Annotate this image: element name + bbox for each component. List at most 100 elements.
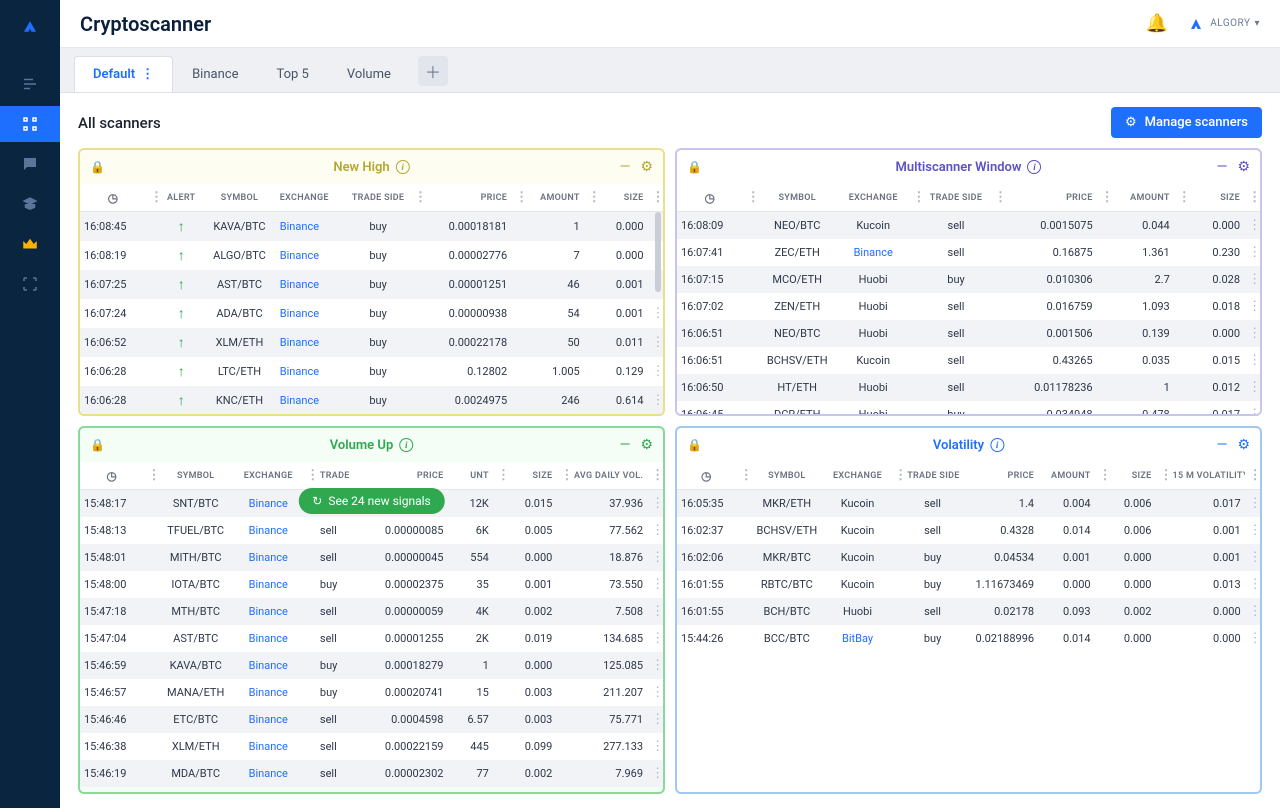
table-row[interactable]: 16:08:19 ↑ ALGO/BTC Binance buy 0.000027… (80, 241, 663, 270)
scrollbar[interactable] (655, 212, 661, 292)
cell-exchange[interactable]: Binance (234, 679, 302, 706)
gear-icon[interactable]: ⚙ (640, 437, 653, 453)
table-row[interactable]: 15:48:00 IOTA/BTC Binance buy 0.00002375… (80, 571, 663, 598)
row-menu-icon[interactable]: ⋮ (647, 517, 663, 544)
cell-exchange[interactable]: Binance (276, 212, 346, 242)
table-row[interactable]: 16:02:37 BCHSV/ETH Kucoin sell 0.4328 0.… (677, 517, 1260, 544)
table-row[interactable]: 16:07:41 ZEC/ETH Binance sell 0.16875 1.… (677, 239, 1260, 266)
row-menu-icon[interactable]: ⋮ (1245, 517, 1260, 544)
table-row[interactable]: 16:06:51 BCHSV/ETH Kucoin sell 0.43265 0… (677, 347, 1260, 374)
table-row[interactable]: 16:06:50 HT/ETH Huobi sell 0.01178236 1 … (677, 374, 1260, 401)
table-row[interactable]: 16:06:28 ↑ LTC/ETH Binance buy 0.12802 1… (80, 357, 663, 386)
nav-item-expand[interactable] (0, 266, 60, 302)
new-signals-button[interactable]: ↻See 24 new signals (298, 488, 444, 514)
row-menu-icon[interactable]: ⋮ (647, 544, 663, 571)
cell-exchange[interactable]: Binance (234, 733, 302, 760)
row-menu-icon[interactable]: ⋮ (1245, 625, 1260, 652)
info-icon[interactable]: i (1027, 160, 1041, 174)
row-menu-icon[interactable]: ⋮ (647, 760, 663, 787)
gear-icon[interactable]: ⚙ (640, 159, 653, 175)
cell-exchange[interactable]: Binance (276, 328, 346, 357)
tab-default[interactable]: Default⋮ (74, 56, 173, 92)
tab-volume[interactable]: Volume (328, 56, 410, 92)
minimize-icon[interactable]: — (1217, 437, 1228, 453)
row-menu-icon[interactable]: ⋮ (1245, 544, 1260, 571)
table-row[interactable]: 15:48:13 TFUEL/BTC Binance sell 0.000000… (80, 517, 663, 544)
row-menu-icon[interactable]: ⋮ (648, 357, 663, 386)
row-menu-icon[interactable]: ⋮ (647, 571, 663, 598)
minimize-icon[interactable]: — (620, 437, 631, 453)
row-menu-icon[interactable]: ⋮ (647, 490, 663, 518)
cell-exchange[interactable]: Binance (276, 270, 346, 299)
table-row[interactable]: 16:07:02 ZEN/ETH Huobi sell 0.016759 1.0… (677, 293, 1260, 320)
cell-exchange[interactable]: Binance (276, 357, 346, 386)
row-menu-icon[interactable]: ⋮ (648, 328, 663, 357)
table-row[interactable]: 15:44:26 BCC/BTC BitBay buy 0.02188996 0… (677, 625, 1260, 652)
gear-icon[interactable]: ⚙ (1237, 437, 1250, 453)
add-tab-button[interactable]: ＋ (418, 56, 448, 86)
row-menu-icon[interactable]: ⋮ (1244, 266, 1260, 293)
nav-item-premium[interactable] (0, 226, 60, 262)
nav-item-academy[interactable] (0, 186, 60, 222)
nav-item-chat[interactable] (0, 146, 60, 182)
cell-exchange[interactable]: Binance (234, 706, 302, 733)
row-menu-icon[interactable]: ⋮ (1244, 374, 1260, 401)
table-row[interactable]: 16:06:28 ↑ KNC/ETH Binance buy 0.0024975… (80, 386, 663, 414)
row-menu-icon[interactable]: ⋮ (1244, 239, 1260, 266)
table-row[interactable]: 16:05:35 MKR/ETH Kucoin sell 1.4 0.004 0… (677, 490, 1260, 518)
table-row[interactable]: 16:01:55 BCH/BTC Huobi sell 0.02178 0.09… (677, 598, 1260, 625)
cell-exchange[interactable]: Binance (234, 760, 302, 787)
table-row[interactable]: 16:06:45 DCR/ETH Huobi buy 0.034948 0.47… (677, 401, 1260, 414)
tab-top5[interactable]: Top 5 (257, 56, 327, 92)
row-menu-icon[interactable]: ⋮ (647, 625, 663, 652)
row-menu-icon[interactable]: ⋮ (1244, 320, 1260, 347)
row-menu-icon[interactable]: ⋮ (1244, 401, 1260, 414)
row-menu-icon[interactable]: ⋮ (648, 299, 663, 328)
table-row[interactable]: 16:02:06 MKR/BTC Kucoin buy 0.04534 0.00… (677, 544, 1260, 571)
minimize-icon[interactable]: — (620, 159, 631, 175)
info-icon[interactable]: i (396, 160, 410, 174)
nav-item-scanner[interactable] (0, 106, 60, 142)
gear-icon[interactable]: ⚙ (1237, 159, 1250, 175)
table-row[interactable]: 15:46:46 ETC/BTC Binance sell 0.0004598 … (80, 706, 663, 733)
row-menu-icon[interactable]: ⋮ (647, 706, 663, 733)
tab-binance[interactable]: Binance (173, 56, 257, 92)
manage-scanners-button[interactable]: ⚙ Manage scanners (1111, 107, 1262, 138)
tab-menu-icon[interactable]: ⋮ (141, 67, 154, 82)
cell-exchange[interactable]: Binance (234, 490, 302, 518)
cell-exchange[interactable]: Binance (234, 571, 302, 598)
table-row[interactable]: 15:46:59 KAVA/BTC Binance buy 0.00018279… (80, 652, 663, 679)
bell-icon[interactable]: 🔔 (1146, 13, 1168, 34)
row-menu-icon[interactable]: ⋮ (647, 598, 663, 625)
cell-exchange[interactable]: Binance (276, 241, 346, 270)
row-menu-icon[interactable]: ⋮ (1245, 598, 1260, 625)
info-icon[interactable]: i (990, 438, 1004, 452)
table-row[interactable]: 16:08:45 ↑ KAVA/BTC Binance buy 0.000181… (80, 212, 663, 242)
table-row[interactable]: 16:08:09 NEO/BTC Kucoin sell 0.0015075 0… (677, 212, 1260, 240)
row-menu-icon[interactable]: ⋮ (647, 679, 663, 706)
table-row[interactable]: 15:46:19 MDA/BTC Binance sell 0.00002302… (80, 760, 663, 787)
user-menu[interactable]: ALGORY ▾ (1186, 17, 1260, 31)
cell-exchange[interactable]: Binance (234, 517, 302, 544)
table-row[interactable]: 16:06:51 NEO/BTC Huobi sell 0.001506 0.1… (677, 320, 1260, 347)
table-row[interactable]: 15:47:04 AST/BTC Binance sell 0.00001255… (80, 625, 663, 652)
table-row[interactable]: 16:07:24 ↑ ADA/BTC Binance buy 0.0000093… (80, 299, 663, 328)
cell-exchange[interactable]: Binance (276, 386, 346, 414)
cell-exchange[interactable]: Binance (276, 299, 346, 328)
row-menu-icon[interactable]: ⋮ (1245, 571, 1260, 598)
cell-exchange[interactable]: Binance (234, 544, 302, 571)
table-row[interactable]: 16:07:15 MCO/ETH Huobi buy 0.010306 2.7 … (677, 266, 1260, 293)
table-row[interactable]: 16:07:25 ↑ AST/BTC Binance buy 0.0000125… (80, 270, 663, 299)
row-menu-icon[interactable]: ⋮ (1245, 490, 1260, 518)
cell-exchange[interactable]: BitBay (825, 625, 890, 652)
info-icon[interactable]: i (399, 438, 413, 452)
table-row[interactable]: 16:01:55 RBTC/BTC Kucoin buy 1.11673469 … (677, 571, 1260, 598)
table-row[interactable]: 15:48:01 MITH/BTC Binance sell 0.0000004… (80, 544, 663, 571)
row-menu-icon[interactable]: ⋮ (648, 386, 663, 414)
row-menu-icon[interactable]: ⋮ (1244, 212, 1260, 240)
cell-exchange[interactable]: Binance (234, 625, 302, 652)
nav-item-list[interactable] (0, 66, 60, 102)
row-menu-icon[interactable]: ⋮ (647, 652, 663, 679)
cell-exchange[interactable]: Binance (234, 598, 302, 625)
cell-exchange[interactable]: Binance (838, 239, 908, 266)
